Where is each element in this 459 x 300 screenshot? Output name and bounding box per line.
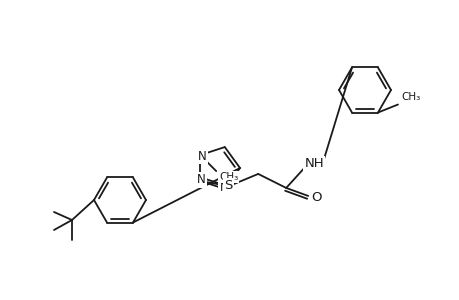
Text: O: O <box>310 191 321 204</box>
Text: N: N <box>197 150 206 163</box>
Text: N: N <box>219 182 228 194</box>
Text: CH₃: CH₃ <box>219 172 238 182</box>
Text: CH₃: CH₃ <box>400 92 420 101</box>
Text: N: N <box>196 173 205 186</box>
Text: NH: NH <box>304 158 323 170</box>
Text: S: S <box>224 179 232 192</box>
